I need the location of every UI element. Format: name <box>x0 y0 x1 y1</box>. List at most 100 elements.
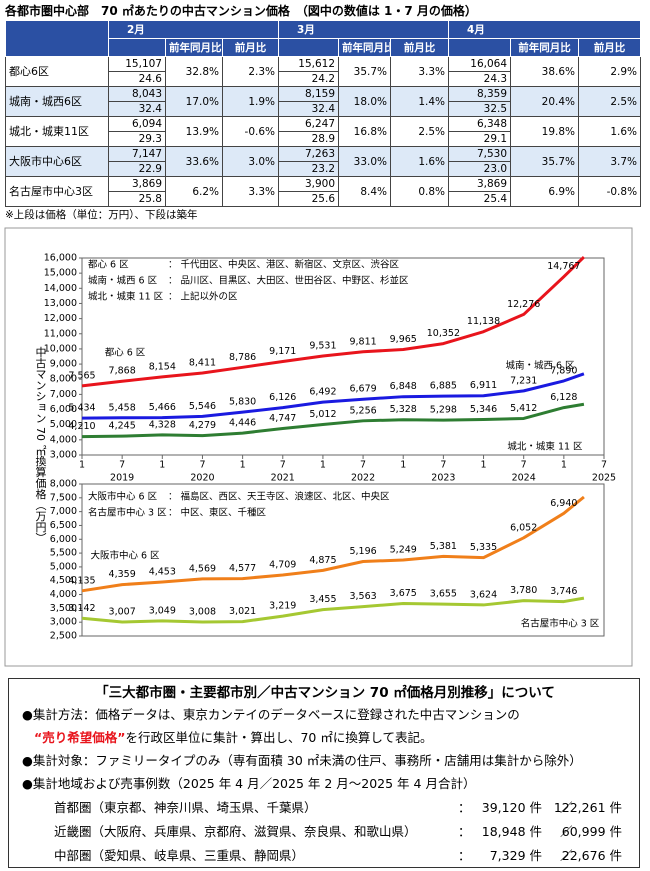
y-tick-label: 14,000 <box>44 283 77 294</box>
data-label: 8,154 <box>149 361 176 372</box>
data-label: 5,546 <box>189 401 216 412</box>
y-tick-label: 4,000 <box>50 589 77 600</box>
data-label: 3,021 <box>229 606 256 617</box>
data-label: 3,219 <box>269 601 296 612</box>
data-label: 4,359 <box>109 569 136 580</box>
notes-line: ●集計方法：価格データは、東京カンテイのデータベースに登録された中古マンションの <box>22 707 520 722</box>
data-label: 3,142 <box>68 603 95 614</box>
legend-name: 都心 6 区 <box>88 260 129 271</box>
x-tick-label: 1 <box>240 460 246 471</box>
series-line <box>81 255 585 388</box>
row-name: 都心6区 <box>5 56 109 87</box>
y-tick-label: 3,000 <box>50 617 77 628</box>
yoy: 33.6% <box>165 146 223 177</box>
data-label: 6,848 <box>390 381 417 392</box>
count-total: 122,261 件 <box>553 800 622 815</box>
col-header: 前年同月比 <box>510 38 580 57</box>
price: 3,900 <box>278 176 340 192</box>
x-tick-label: 7 <box>440 460 446 471</box>
y-tick-label: 3,500 <box>50 603 77 614</box>
age: 25.4 <box>448 191 512 207</box>
data-label: 11,138 <box>467 316 500 327</box>
y-tick-label: 6,000 <box>50 404 77 415</box>
x-tick-label: 1 <box>159 460 165 471</box>
count-month: 18,948 件 <box>481 824 542 839</box>
region-name: 首都圏（東京都、神奈川県、埼玉県、千葉県） <box>54 800 317 815</box>
sep: ／ <box>560 800 573 815</box>
legend-name: 城北・城東 11 区 <box>88 291 164 303</box>
series-label: 城北・城東 11 区 <box>507 441 583 453</box>
y-tick-label: 13,000 <box>44 298 77 309</box>
data-label: 14,767 <box>547 261 580 272</box>
data-label: 5,298 <box>430 405 457 416</box>
yoy: 13.9% <box>165 116 223 147</box>
data-label: 6,126 <box>269 392 296 403</box>
x-tick-label: 7 <box>521 460 527 471</box>
table-note: ※上段は価格（単位：万円）、下段は築年 <box>5 209 198 221</box>
row: 32.4 32.4 32.5 <box>6 101 641 117</box>
y-tick-label: 8,000 <box>50 479 77 490</box>
data-label: 3,007 <box>109 606 136 617</box>
legend-desc: ： 千代田区、中央区、港区、新宿区、文京区、渋谷区 <box>168 259 400 271</box>
data-label: 6,679 <box>349 384 376 395</box>
data-label: 5,335 <box>470 542 497 553</box>
row: 25.8 25.6 25.4 <box>6 191 641 207</box>
data-label: 4,747 <box>269 413 296 424</box>
series-line <box>81 402 585 439</box>
series-label: 大阪市中心 6 区 <box>90 550 160 562</box>
data-label: 7,231 <box>510 375 537 386</box>
data-label: 4,328 <box>149 419 176 430</box>
header-row: 前年同月比 前月比 前年同月比 前月比 前年同月比 前月比 <box>6 38 642 57</box>
page-title: 各都市圏中心部 70 ㎡あたりの中古マンション価格 （図中の数値は 1・7 月の… <box>5 4 477 18</box>
data-label: 4,210 <box>68 421 95 432</box>
price-table: 2月 3月 4月 前年同月比 前月比 前年同月比 前月比 前年同月比 前月比 都心6区 15,107… <box>5 20 642 207</box>
y-tick-label: 7,500 <box>50 492 77 503</box>
data-label: 3,455 <box>309 594 336 605</box>
age: 23.2 <box>278 161 340 177</box>
data-label: 6,052 <box>510 522 537 533</box>
x-group-label: 2022 <box>351 473 375 484</box>
legend-desc: ： 上記以外の区 <box>168 291 238 303</box>
data-label: 9,811 <box>349 336 376 347</box>
x-tick-label: 7 <box>360 460 366 471</box>
age: 29.3 <box>108 131 166 147</box>
count-month: 39,120 件 <box>481 800 542 815</box>
data-label: 5,249 <box>390 545 417 556</box>
legend-desc: ： 品川区、目黒区、大田区、世田谷区、中野区、杉並区 <box>168 275 409 287</box>
price: 7,263 <box>278 146 340 162</box>
data-label: 6,492 <box>309 387 336 398</box>
price: 3,869 <box>448 176 512 192</box>
legend-desc: ： 福島区、西区、天王寺区、浪速区、北区、中央区 <box>168 491 390 503</box>
data-label: 3,655 <box>430 589 457 600</box>
y-axis-label: 中古マンション 70 ㎡換算価格（万円） <box>34 346 47 543</box>
data-label: 3,675 <box>390 588 417 599</box>
blank <box>448 38 512 57</box>
notes-box <box>8 678 640 868</box>
data-label: 4,446 <box>229 418 256 429</box>
data-label: 5,012 <box>309 409 336 420</box>
data-label: 9,531 <box>309 341 336 352</box>
yoy: 19.8% <box>510 116 580 147</box>
row-name: 城北・城東11区 <box>5 116 109 147</box>
x-group-label: 2024 <box>512 473 536 484</box>
col-header: 前月比 <box>221 38 280 57</box>
row: 都心6区 15,107 32.8% 2.3% 15,612 35.7% 3.3% 16,064… <box>5 56 642 87</box>
plot-area <box>81 483 605 637</box>
mom: 2.5% <box>390 116 450 147</box>
notes-line: ●集計地域および売事例数（2025 年 4 月／2025 年 2 月～2025 … <box>22 776 476 791</box>
data-label: 6,885 <box>430 381 457 392</box>
data-label: 3,624 <box>470 589 497 600</box>
yoy: 32.8% <box>165 56 223 87</box>
age: 22.9 <box>108 161 166 177</box>
series-label: 都心 6 区 <box>105 348 146 359</box>
chart-frame <box>4 227 633 667</box>
y-tick-label: 6,500 <box>50 520 77 531</box>
age: 25.8 <box>108 191 166 207</box>
row: 29.3 28.9 29.1 <box>6 131 641 147</box>
y-tick-label: 12,000 <box>44 313 77 324</box>
price: 7,530 <box>448 146 512 162</box>
row: 城北・城東11区 6,094 13.9% -0.6% 6,247 16.8% 2.5% 6,3… <box>5 116 642 147</box>
x-group-label: 2019 <box>110 473 134 484</box>
